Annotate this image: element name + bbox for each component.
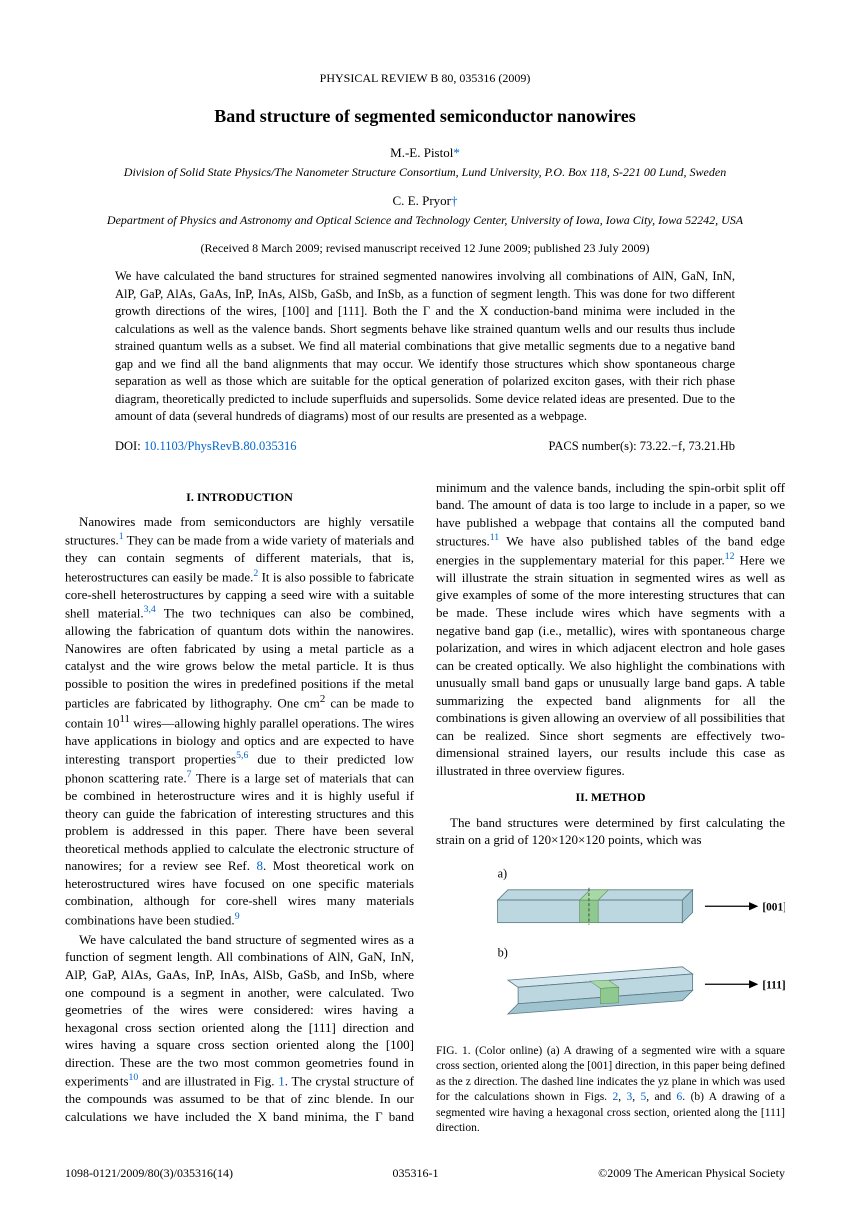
author-marker-1: *: [453, 145, 460, 160]
svg-text:[001]: [001]: [762, 901, 785, 913]
svg-text:[111]: [111]: [762, 979, 785, 991]
footer-left: 1098-0121/2009/80(3)/035316(14): [65, 1165, 233, 1181]
wire-b-icon: [508, 967, 693, 1014]
journal-header: PHYSICAL REVIEW B 80, 035316 (2009): [65, 70, 785, 86]
section-method: II. METHOD: [436, 789, 785, 805]
citation-link[interactable]: 11: [490, 532, 499, 543]
publication-dates: (Received 8 March 2009; revised manuscri…: [65, 240, 785, 256]
doi-link[interactable]: 10.1103/PhysRevB.80.035316: [144, 439, 297, 453]
footer-right: ©2009 The American Physical Society: [598, 1165, 785, 1181]
wire-a-icon: [498, 887, 693, 924]
doi: DOI: 10.1103/PhysRevB.80.035316: [115, 438, 297, 455]
pacs: PACS number(s): 73.22.−f, 73.21.Hb: [549, 438, 735, 455]
citation-link[interactable]: 9: [235, 911, 240, 922]
paper-title: Band structure of segmented semiconducto…: [65, 104, 785, 128]
body-columns: I. INTRODUCTION Nanowires made from semi…: [65, 479, 785, 1137]
affiliation-1: Division of Solid State Physics/The Nano…: [65, 164, 785, 180]
figure-link[interactable]: 2: [612, 1091, 618, 1103]
page-footer: 1098-0121/2009/80(3)/035316(14) 035316-1…: [65, 1165, 785, 1181]
citation-link[interactable]: 12: [725, 551, 735, 562]
figure-1-svg: a) [001] b) [111]: [436, 859, 785, 1034]
figure-1: a) [001] b) [111]: [436, 859, 785, 1137]
figure-link[interactable]: 3: [626, 1091, 632, 1103]
paragraph: The band structures were determined by f…: [436, 814, 785, 849]
paragraph: Nanowires made from semiconductors are h…: [65, 513, 414, 929]
section-introduction: I. INTRODUCTION: [65, 489, 414, 505]
affiliation-2: Department of Physics and Astronomy and …: [65, 212, 785, 228]
author-block-1: M.-E. Pistol* Division of Solid State Ph…: [65, 144, 785, 180]
citation-link[interactable]: 3,4: [144, 604, 156, 615]
abstract: We have calculated the band structures f…: [65, 268, 785, 426]
footer-center: 035316-1: [393, 1165, 439, 1181]
svg-text:a): a): [498, 866, 508, 880]
author-block-2: C. E. Pryor† Department of Physics and A…: [65, 192, 785, 228]
figure-1-caption: FIG. 1. (Color online) (a) A drawing of …: [436, 1044, 785, 1137]
citation-link[interactable]: 10: [129, 1072, 139, 1083]
author-marker-2: †: [451, 193, 458, 208]
citation-link[interactable]: 5,6: [236, 750, 248, 761]
svg-text:b): b): [498, 945, 508, 959]
